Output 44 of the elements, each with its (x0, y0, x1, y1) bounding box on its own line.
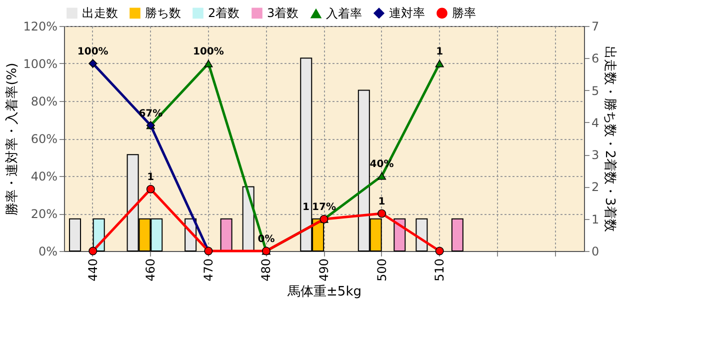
annotation: 1 (302, 202, 310, 214)
x-tick-label: 510 (432, 258, 447, 282)
annotation: 100% (192, 46, 224, 58)
bar (220, 218, 232, 252)
legend-label: 出走数 (82, 6, 118, 20)
annotation: 1 (436, 46, 444, 58)
y-tick-label: 0% (38, 244, 58, 258)
bar (416, 218, 428, 252)
legend-label: 入着率 (326, 6, 362, 20)
x-tick-label: 460 (144, 258, 158, 282)
legend-label: 勝率 (452, 6, 476, 20)
x-tick-label: 490 (317, 258, 331, 282)
y-tick-label: 100% (23, 57, 58, 71)
y2-tick-label: 3 (592, 148, 600, 162)
y-tick-label: 80% (30, 94, 58, 108)
y2-tick-label: 6 (592, 52, 600, 66)
y2-tick-label: 4 (592, 116, 600, 130)
y2-tick-label: 5 (592, 84, 600, 98)
y2-tick-label: 2 (592, 180, 600, 194)
x-tick-label: 500 (374, 258, 389, 282)
x-tick-label: 470 (201, 258, 216, 282)
annotation: 1 (378, 196, 386, 208)
y-tick-label: 40% (30, 170, 58, 184)
y2-tick-label: 7 (592, 20, 600, 34)
y-tick-label: 20% (30, 207, 58, 221)
y-axis-title: 勝率・連対率・入着率(%) (4, 62, 20, 216)
bar (451, 218, 464, 252)
y-tick-label: 120% (23, 20, 58, 34)
legend-label: 2着数 (208, 6, 240, 20)
y2-tick-label: 1 (592, 212, 600, 226)
bar (394, 218, 406, 252)
y-tick-label: 60% (30, 132, 58, 146)
y2-tick-label: 0 (592, 244, 600, 258)
x-axis-title: 馬体重±5kg (286, 284, 362, 300)
y2-axis-title: 出走数・勝ち数・2着数・3着数 (602, 46, 618, 232)
legend-label: 3着数 (267, 6, 299, 20)
annotation: 100% (77, 46, 108, 58)
legend-label: 連対率 (389, 6, 425, 20)
x-tick-label: 440 (86, 258, 100, 282)
annotation: 1 (147, 172, 154, 184)
x-tick-label: 480 (259, 258, 274, 282)
legend-label: 勝ち数 (145, 6, 181, 20)
annotation: 17% (312, 202, 336, 214)
bar (69, 218, 82, 252)
